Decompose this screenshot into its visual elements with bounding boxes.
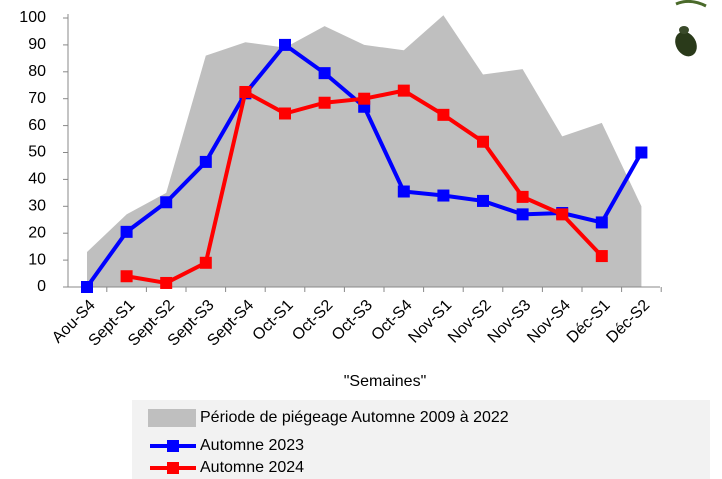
x-tick-label: Oct-S1 (250, 297, 297, 344)
y-tick-label: 0 (37, 278, 46, 295)
chart: "Semaines" 0102030405060708090100Aou-S4S… (0, 0, 722, 479)
y-tick-label: 60 (28, 117, 46, 134)
beetle-icon (671, 1, 706, 60)
y-tick-label: 40 (28, 171, 46, 188)
marker (556, 208, 568, 220)
marker (121, 226, 133, 238)
x-tick-label: Nov-S4 (524, 297, 574, 347)
marker (160, 277, 172, 289)
y-tick-label: 50 (28, 144, 46, 161)
marker (596, 250, 608, 262)
marker (635, 147, 647, 159)
marker (319, 67, 331, 79)
marker (121, 270, 133, 282)
y-tick-label: 90 (28, 36, 46, 53)
marker (437, 190, 449, 202)
marker (358, 93, 370, 105)
legend-label: Période de piégeage Automne 2009 à 2022 (200, 409, 509, 426)
marker (200, 156, 212, 168)
area (87, 15, 641, 287)
marker (398, 85, 410, 97)
marker (517, 208, 529, 220)
marker (398, 186, 410, 198)
marker (200, 257, 212, 269)
y-tick-label: 70 (28, 90, 46, 107)
marker (319, 97, 331, 109)
y-tick-label: 10 (28, 251, 46, 268)
marker (437, 109, 449, 121)
marker (239, 86, 251, 98)
legend-label: Automne 2024 (200, 459, 304, 476)
y-tick-label: 30 (28, 198, 46, 215)
legend-marker (167, 440, 179, 452)
marker (81, 281, 93, 293)
x-tick-label: Déc-S1 (564, 297, 614, 347)
y-tick-label: 20 (28, 224, 46, 241)
marker (477, 136, 489, 148)
marker (596, 216, 608, 228)
marker (160, 196, 172, 208)
legend-label: Automne 2023 (200, 437, 304, 454)
y-tick-label: 80 (28, 63, 46, 80)
legend-marker (167, 462, 179, 474)
x-tick-label: Déc-S2 (603, 297, 653, 347)
x-tick-label: Nov-S3 (485, 297, 535, 347)
x-tick-label: Nov-S1 (405, 297, 455, 347)
x-tick-label: Oct-S3 (329, 297, 376, 344)
marker (279, 39, 291, 51)
x-tick-label: Nov-S2 (445, 297, 495, 347)
marker (279, 107, 291, 119)
x-axis-title: "Semaines" (344, 373, 427, 390)
x-tick-label: Oct-S2 (289, 297, 336, 344)
y-tick-label: 100 (19, 9, 46, 26)
legend-swatch (148, 409, 196, 427)
marker (477, 195, 489, 207)
marker (517, 191, 529, 203)
